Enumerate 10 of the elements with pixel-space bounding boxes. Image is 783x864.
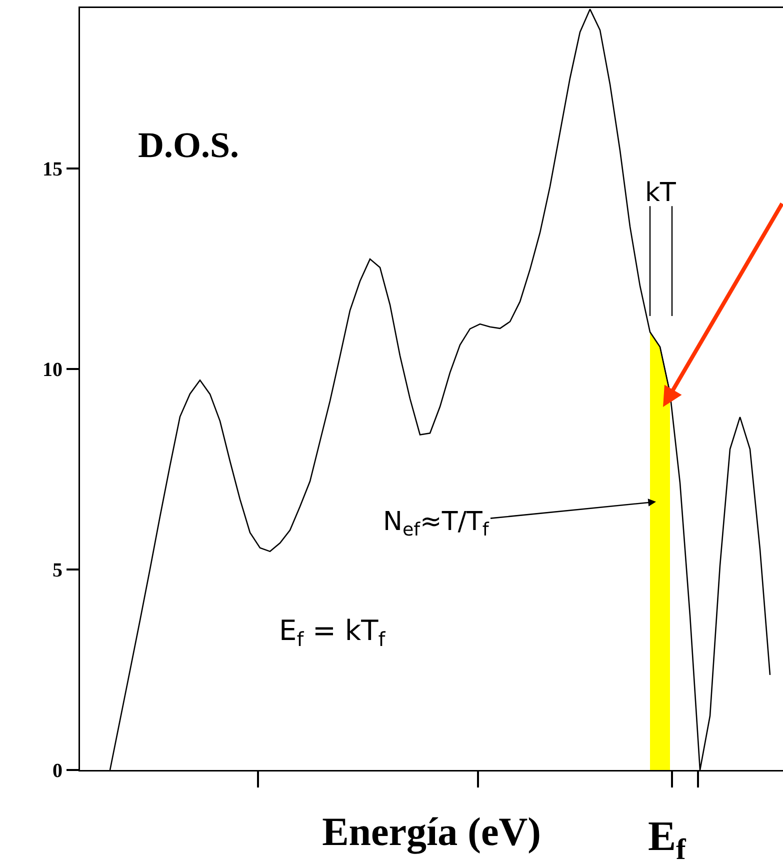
y-tick-label: 10: [42, 358, 62, 381]
y-tick-label: 15: [42, 158, 62, 180]
annotation: E$_{f}$ = kT$_{f}$: [279, 614, 386, 651]
annotation: D.O.S.: [138, 125, 240, 165]
text: E$_{f}$: [648, 814, 688, 864]
annotation: kT: [645, 178, 676, 208]
y-tick-label: 0: [52, 760, 62, 782]
y-tick-label: 5: [52, 559, 62, 582]
x-axis-title: Energía (eV): [322, 808, 541, 854]
annotation: N$_{ef}$≈T/T$_{f}$: [383, 507, 490, 540]
